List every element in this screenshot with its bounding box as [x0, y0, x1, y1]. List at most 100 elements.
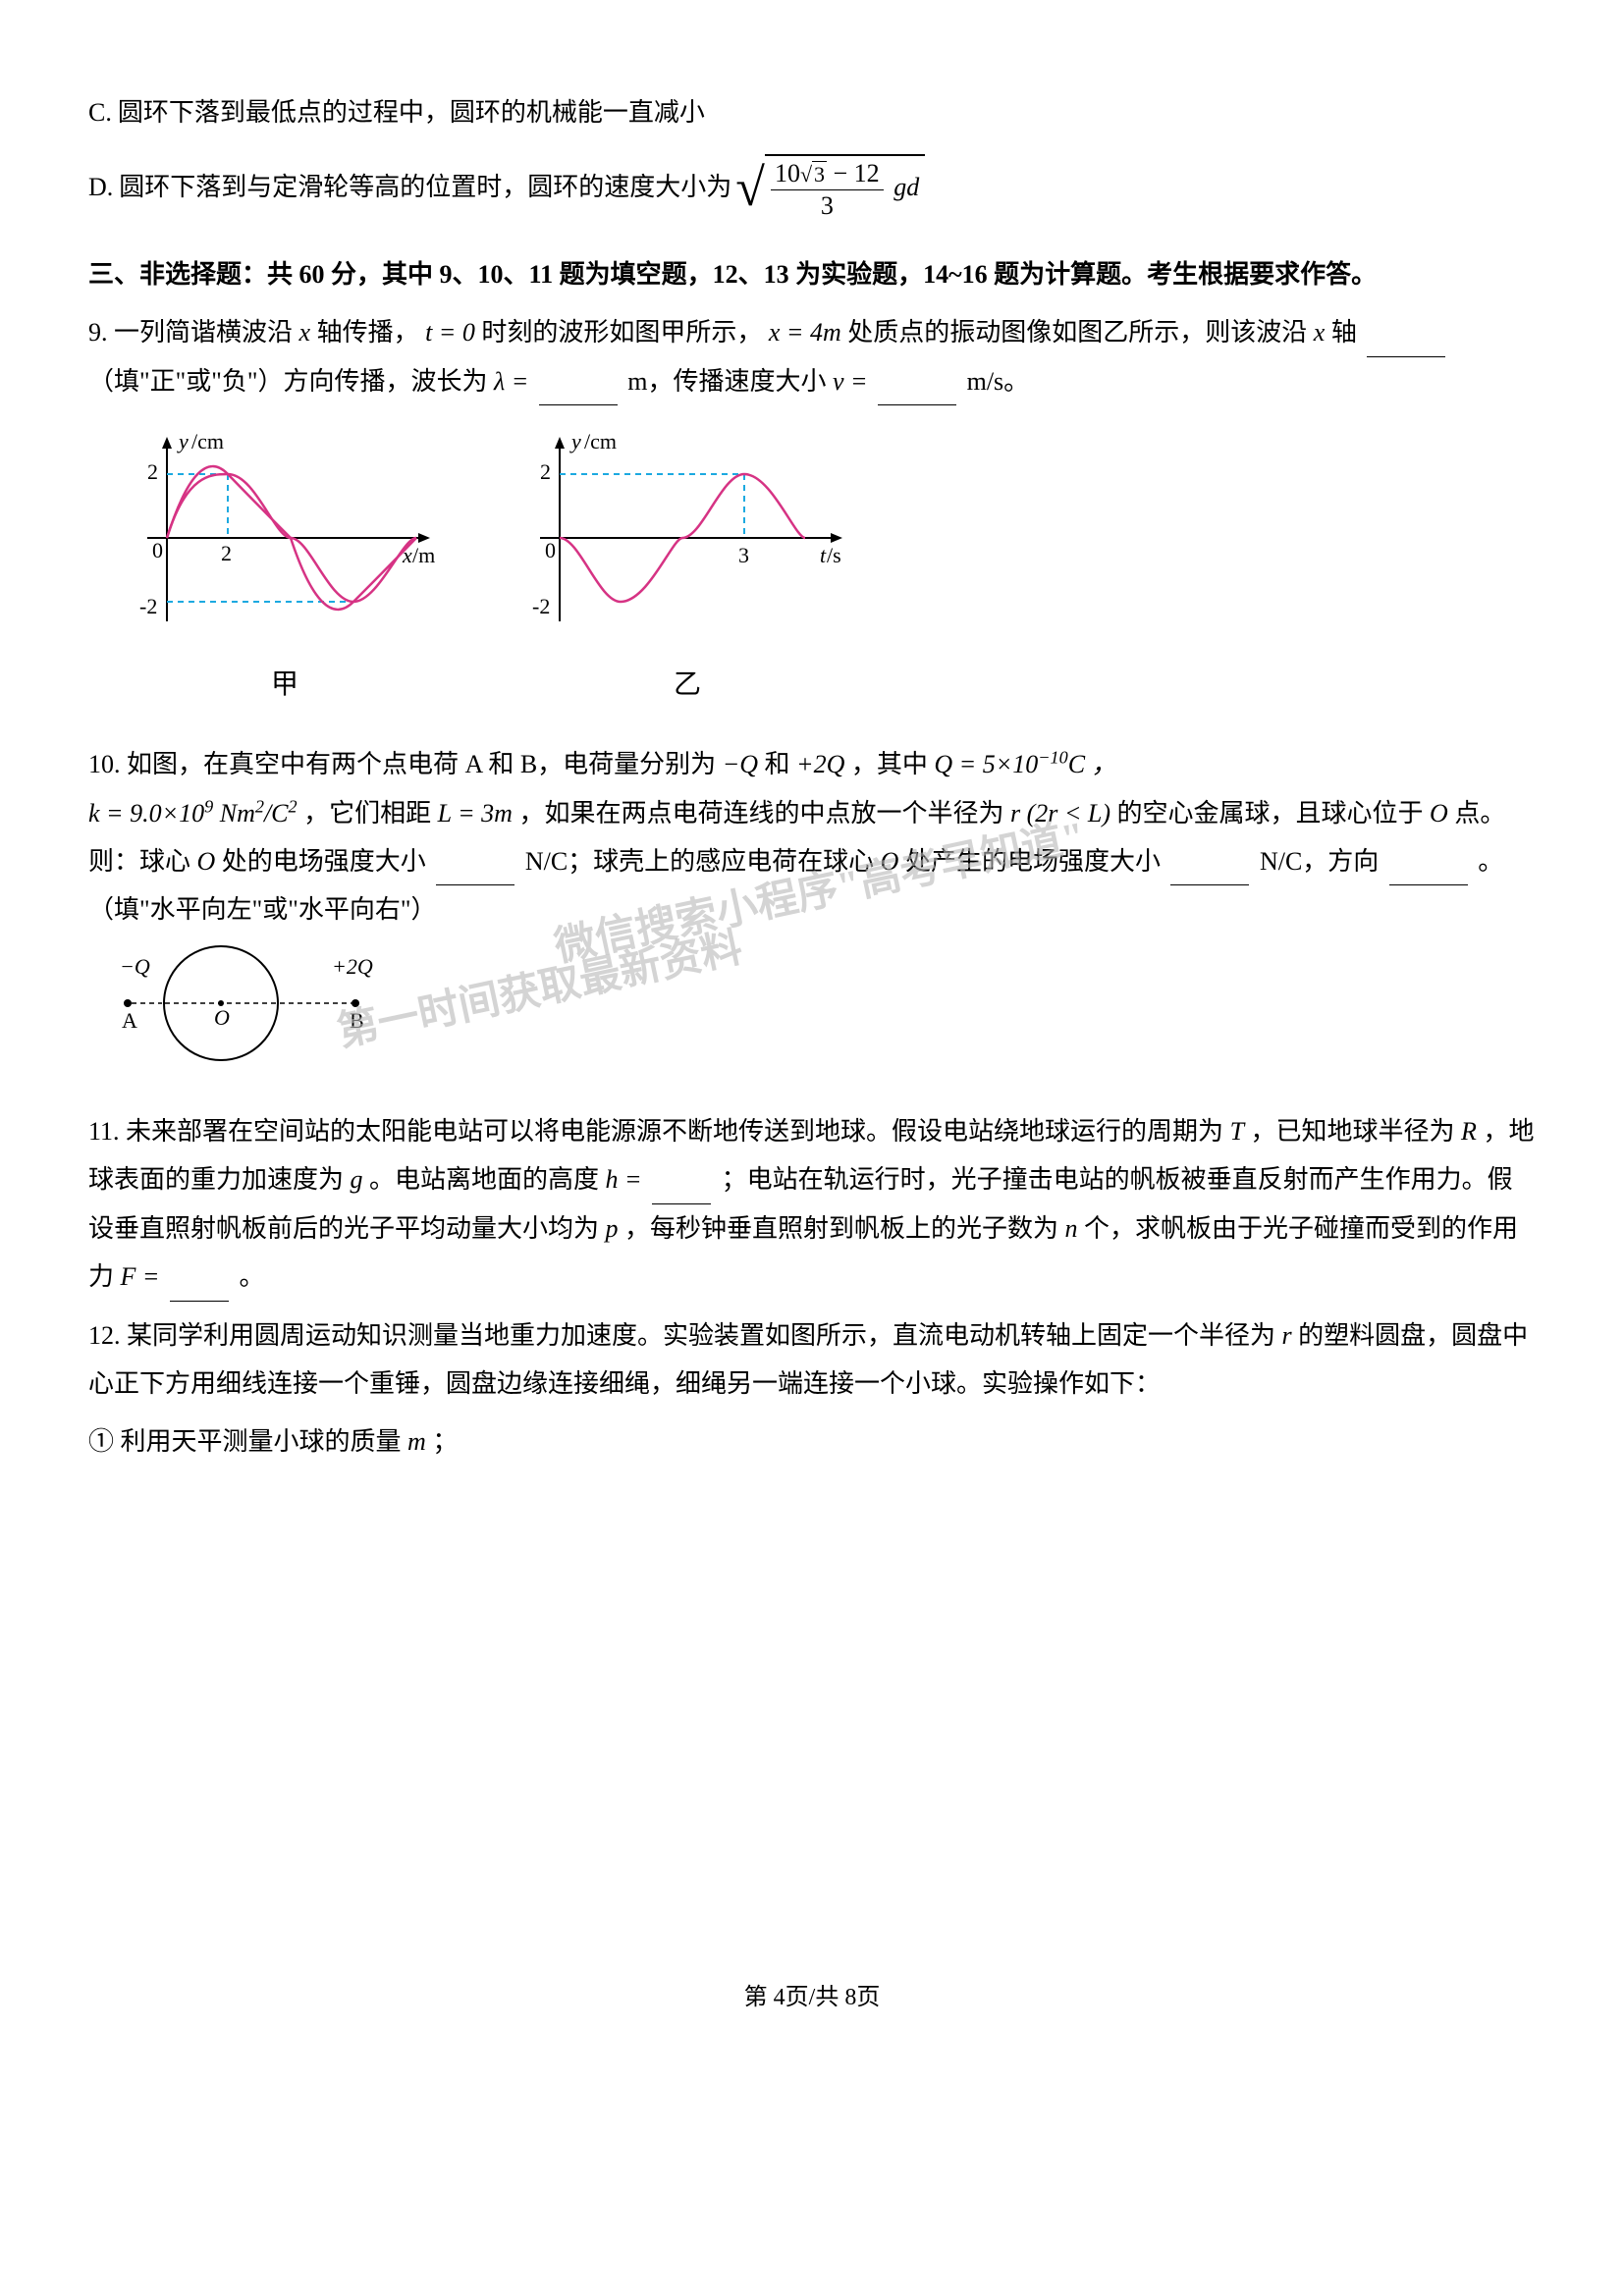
svg-text:/m: /m	[412, 543, 435, 567]
svg-text:y: y	[177, 429, 189, 454]
q10-p8: 处产生的电场强度大小	[905, 847, 1161, 876]
formula-gd: gd	[893, 173, 919, 201]
q10-kval: k = 9.0×109 Nm2/C2	[88, 799, 298, 828]
q11-g: g	[351, 1165, 363, 1194]
svg-text:y: y	[569, 429, 581, 454]
option-d-formula: √ 10√3 − 12 3 gd	[735, 154, 925, 220]
q10-2q: +2Q	[796, 750, 844, 778]
svg-text:/cm: /cm	[584, 429, 617, 454]
q9-graphs: y /cm x /m 2 -2 0 2 甲 y /cm t /s	[118, 425, 1536, 711]
q10-qval: Q = 5×10−10C ，	[934, 750, 1116, 778]
q11-p: p	[606, 1214, 619, 1243]
q10-diagram: −Q A O +2Q B	[108, 944, 1536, 1078]
q10-p3: ，它们相距	[303, 799, 431, 828]
svg-text:/s: /s	[827, 543, 841, 567]
option-d-text: 圆环下落到与定滑轮等高的位置时，圆环的速度大小为	[119, 163, 731, 211]
svg-text:/cm: /cm	[191, 429, 224, 454]
q9-t0: t = 0	[425, 318, 475, 347]
question-9: 9. 一列简谐横波沿 x 轴传播， t = 0 时刻的波形如图甲所示， x = …	[88, 308, 1536, 405]
q12-s1-end: ；	[432, 1427, 458, 1456]
q10-p2: ，其中	[851, 750, 928, 778]
graph-jia-svg: y /cm x /m 2 -2 0 2	[118, 425, 452, 651]
svg-text:2: 2	[147, 459, 158, 484]
q10-nc2: N/C，方向	[1260, 847, 1379, 876]
frac-num-prefix: 10	[775, 159, 800, 187]
q10-num: 10.	[88, 750, 121, 778]
q10-p1: 如图，在真空中有两个点电荷 A 和 B，电荷量分别为	[127, 750, 716, 778]
q12-m: m	[407, 1427, 426, 1456]
q9-p5: 轴	[1331, 318, 1357, 347]
q9-lambda: λ =	[494, 367, 528, 396]
q9-x2: x	[1314, 318, 1326, 347]
q10-O3: O	[881, 847, 899, 876]
q10-blank2	[1170, 855, 1249, 885]
question-12-step1: ① 利用天平测量小球的质量 m ；	[88, 1417, 1536, 1466]
graph-yi: y /cm t /s 2 -2 0 3 乙	[511, 425, 864, 711]
frac-den: 3	[817, 190, 838, 221]
section-3-header: 三、非选择题：共 60 分，其中 9、10、11 题为填空题，12、13 为实验…	[88, 250, 1536, 298]
q9-unit2: m/s。	[967, 367, 1030, 396]
svg-text:2: 2	[540, 459, 551, 484]
svg-text:A: A	[122, 1008, 137, 1033]
q9-x4: x = 4m	[769, 318, 841, 347]
q9-hint1: （填"正"或"负"）方向传播，波长为	[88, 367, 487, 396]
question-11: 11. 未来部署在空间站的太阳能电站可以将电能源源不断地传送到地球。假设电站绕地…	[88, 1107, 1536, 1302]
q10-negq: −Q	[723, 750, 758, 778]
svg-text:2: 2	[221, 541, 232, 565]
q10-p7: 处的电场强度大小	[222, 847, 426, 876]
svg-text:-2: -2	[139, 594, 157, 618]
q10-p4: ，如果在两点电荷连线的中点放一个半径为	[518, 799, 1003, 828]
q11-p8: 。	[239, 1262, 264, 1291]
page-footer: 第 4页/共 8页	[0, 1976, 1624, 2021]
q10-p5: 的空心金属球，且球心位于	[1117, 799, 1424, 828]
q11-F: F =	[121, 1262, 160, 1291]
q11-num: 11.	[88, 1117, 120, 1146]
graph-yi-caption: 乙	[674, 659, 701, 711]
frac-num-suffix: − 12	[827, 159, 880, 187]
q9-unit1: m，传播速度大小	[627, 367, 826, 396]
svg-text:−Q: −Q	[120, 954, 150, 979]
q11-p6: ，每秒钟垂直照射到帆板上的光子数为	[624, 1214, 1058, 1243]
svg-text:0: 0	[152, 538, 163, 562]
q11-T: T	[1230, 1117, 1244, 1146]
graph-jia: y /cm x /m 2 -2 0 2 甲	[118, 425, 452, 711]
svg-text:B: B	[350, 1008, 364, 1033]
option-d: D. 圆环下落到与定滑轮等高的位置时，圆环的速度大小为 √ 10√3 − 12 …	[88, 154, 1536, 220]
q10-O: O	[1430, 799, 1448, 828]
q11-n: n	[1065, 1214, 1078, 1243]
option-c-text: 圆环下落到最低点的过程中，圆环的机械能一直减小	[118, 88, 705, 136]
q10-O2: O	[197, 847, 216, 876]
q11-p1: 未来部署在空间站的太阳能电站可以将电能源源不断地传送到地球。假设电站绕地球运行的…	[126, 1117, 1223, 1146]
q12-num: 12.	[88, 1321, 121, 1350]
svg-text:t: t	[820, 543, 827, 567]
q11-blank2	[170, 1270, 229, 1301]
question-12: 12. 某同学利用圆周运动知识测量当地重力加速度。实验装置如图所示，直流电动机转…	[88, 1311, 1536, 1409]
graph-jia-caption: 甲	[271, 659, 298, 711]
graph-yi-svg: y /cm t /s 2 -2 0 3	[511, 425, 864, 651]
q9-p1: 一列简谐横波沿	[114, 318, 293, 347]
option-c: C. 圆环下落到最低点的过程中，圆环的机械能一直减小	[88, 88, 1536, 136]
q11-h: h =	[606, 1165, 642, 1194]
q11-R: R	[1461, 1117, 1477, 1146]
q10-blank3	[1389, 855, 1468, 885]
q9-p4: 处质点的振动图像如图乙所示，则该波沿	[847, 318, 1307, 347]
svg-text:-2: -2	[532, 594, 550, 618]
q9-num: 9.	[88, 318, 108, 347]
q10-nc1: N/C；球壳上的感应电荷在球心	[525, 847, 874, 876]
svg-text:0: 0	[545, 538, 556, 562]
q10-and: 和	[765, 750, 790, 778]
option-d-label: D.	[88, 163, 113, 211]
q11-p2: ，已知地球半径为	[1251, 1117, 1455, 1146]
svg-text:3: 3	[738, 543, 749, 567]
svg-text:+2Q: +2Q	[332, 954, 373, 979]
q9-p3: 时刻的波形如图甲所示，	[481, 318, 762, 347]
q11-blank1	[652, 1174, 711, 1204]
q9-x: x	[299, 318, 311, 347]
question-10: 10. 如图，在真空中有两个点电荷 A 和 B，电荷量分别为 −Q 和 +2Q …	[88, 740, 1536, 934]
q9-p2: 轴传播，	[317, 318, 419, 347]
q12-s1-num: ①	[88, 1427, 114, 1456]
q12-r: r	[1282, 1321, 1292, 1350]
q10-r: r (2r < L)	[1010, 799, 1110, 828]
q9-blank1	[1367, 326, 1445, 356]
q12-p1: 某同学利用圆周运动知识测量当地重力加速度。实验装置如图所示，直流电动机转轴上固定…	[127, 1321, 1275, 1350]
